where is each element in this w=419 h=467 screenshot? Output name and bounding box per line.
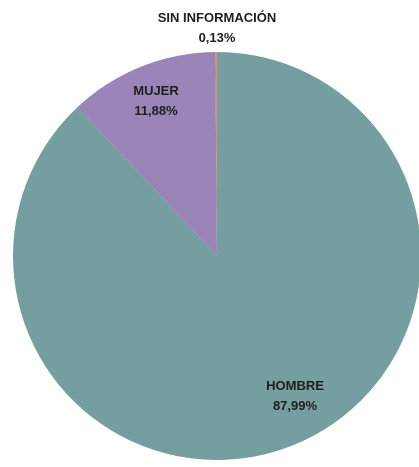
slice-label-sin-informacion: SIN INFORMACIÓN — [158, 10, 276, 25]
pie-slice-mujer — [77, 52, 217, 257]
slice-value-hombre: 87,99% — [273, 398, 318, 413]
pie-labels: HOMBRE 87,99% MUJER 11,88% SIN INFORMACI… — [133, 10, 324, 413]
slice-label-mujer: MUJER — [133, 83, 179, 98]
pie-slices — [13, 52, 419, 460]
pie-slice-sin-informacion — [215, 52, 217, 256]
pie-slice-hombre — [13, 52, 419, 460]
slice-value-sin-informacion: 0,13% — [199, 30, 236, 45]
slice-label-hombre: HOMBRE — [266, 378, 324, 393]
slice-value-mujer: 11,88% — [134, 103, 178, 118]
